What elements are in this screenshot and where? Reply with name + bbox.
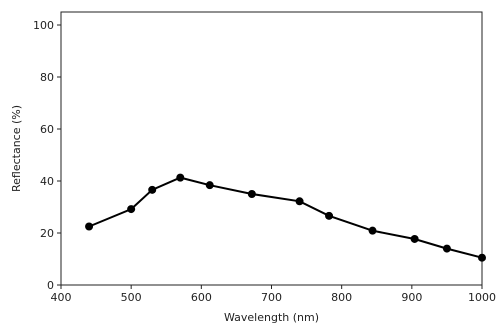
data-point (295, 197, 304, 206)
y-axis-label: Reflectance (%) (10, 105, 23, 192)
x-axis-label: Wavelength (nm) (224, 311, 319, 324)
plot-frame (60, 11, 483, 286)
y-tick-label: 80 (40, 71, 54, 84)
plot-area: 400 500 600 700 800 900 1000 0 20 40 60 80 100 (33, 11, 496, 304)
data-point (127, 205, 136, 214)
data-point (442, 244, 451, 253)
x-tick-label: 700 (261, 291, 282, 304)
y-tick-label: 0 (47, 279, 54, 292)
y-tick-label: 100 (33, 19, 54, 32)
y-tick-label: 40 (40, 175, 54, 188)
data-point (176, 173, 185, 182)
y-tick-label: 20 (40, 227, 54, 240)
y-tick-label: 60 (40, 123, 54, 136)
x-tick-label: 600 (191, 291, 212, 304)
data-point (410, 234, 419, 243)
data-point (85, 222, 94, 231)
data-point (325, 211, 334, 220)
data-point (368, 226, 377, 235)
x-tick-label: 400 (51, 291, 72, 304)
x-tick-label: 1000 (468, 291, 496, 304)
data-point (148, 185, 157, 194)
data-point (205, 181, 214, 190)
x-tick-label: 900 (401, 291, 422, 304)
data-point (247, 190, 256, 198)
data-point (478, 253, 486, 262)
x-tick-label: 500 (121, 291, 142, 304)
series-line (88, 176, 483, 259)
x-tick-label: 800 (331, 291, 352, 304)
